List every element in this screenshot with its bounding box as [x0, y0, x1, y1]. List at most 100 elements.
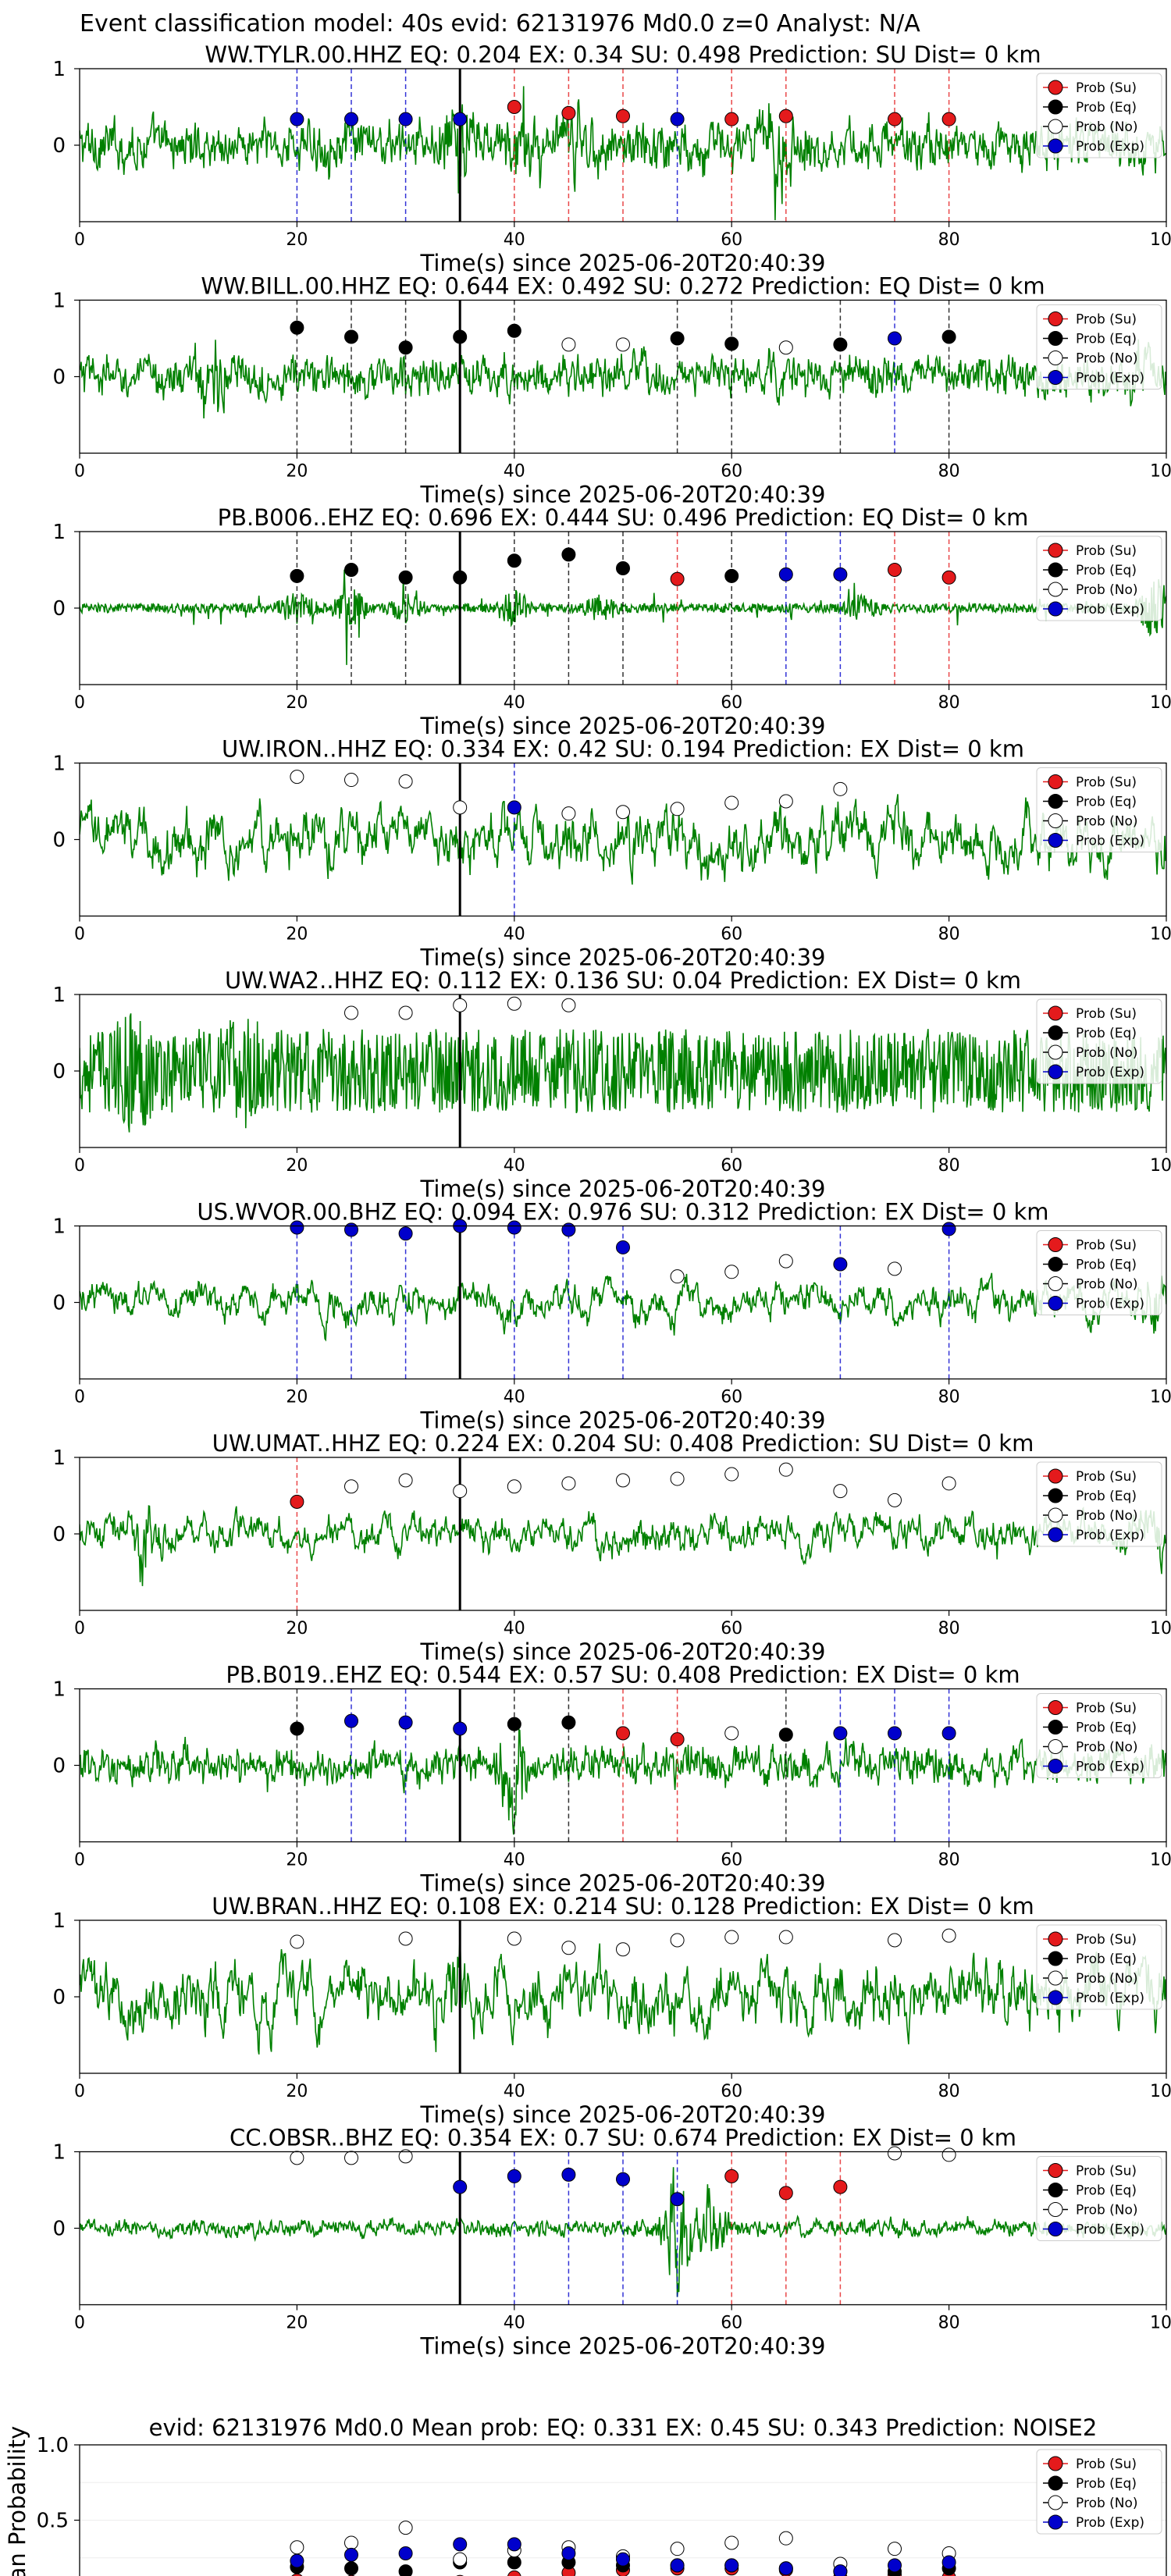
y-tick-label: 0 — [52, 1523, 66, 1546]
x-tick-label: 0 — [74, 1388, 85, 1407]
x-tick-label: 0 — [74, 462, 85, 482]
legend-marker — [1048, 1759, 1063, 1774]
prob-marker-no — [888, 1261, 902, 1276]
panel-6: UW.UMAT..HHZ EQ: 0.224 EX: 0.204 SU: 0.4… — [52, 1430, 1171, 1665]
legend-box — [1036, 1230, 1162, 1315]
prob-marker-no — [670, 802, 685, 817]
legend-marker — [1048, 1488, 1063, 1503]
prob-marker-no — [561, 998, 576, 1012]
mean-marker-no — [398, 2521, 413, 2535]
legend-marker — [1048, 2514, 1063, 2530]
prob-marker-no — [888, 2146, 902, 2161]
x-tick-label: 60 — [721, 1388, 742, 1407]
prob-marker-no — [616, 1942, 630, 1957]
x-tick-label: 80 — [938, 693, 960, 713]
prob-marker-eq — [453, 329, 468, 344]
legend-label: Prob (Eq) — [1076, 332, 1137, 347]
mean-marker-exp — [398, 2546, 413, 2560]
x-axis-label: Time(s) since 2025-06-20T20:40:39 — [420, 713, 826, 739]
prob-marker-exp — [398, 1715, 413, 1730]
x-tick-label: 20 — [286, 2082, 308, 2101]
prob-marker-su — [778, 109, 793, 123]
legend-marker — [1048, 1970, 1063, 1986]
x-tick-label: 80 — [938, 462, 960, 482]
prob-marker-no — [453, 1484, 468, 1499]
legend-label: Prob (Eq) — [1076, 1258, 1137, 1273]
x-tick-label: 40 — [504, 1619, 525, 1638]
legend-marker — [1048, 2475, 1063, 2491]
mean-marker-exp — [561, 2546, 576, 2560]
prob-marker-exp — [344, 112, 358, 126]
waveform-trace — [80, 1013, 1166, 1133]
prob-marker-su — [941, 112, 956, 126]
prob-marker-no — [724, 1467, 739, 1482]
mean-marker-exp — [616, 2552, 630, 2567]
legend-label: Prob (Exp) — [1076, 1065, 1144, 1080]
prob-marker-no — [833, 1484, 848, 1499]
x-tick-label: 0 — [74, 2314, 85, 2333]
legend-box — [1036, 1461, 1162, 1547]
waveform-trace — [80, 1728, 1166, 1835]
prob-marker-no — [290, 770, 304, 785]
legend-label: Prob (Su) — [1076, 1006, 1137, 1022]
x-tick-label: 80 — [938, 1388, 960, 1407]
legend-marker — [1048, 1257, 1063, 1272]
legend-marker — [1048, 1005, 1063, 1021]
prob-marker-su — [290, 1494, 304, 1509]
prob-marker-no — [778, 1462, 793, 1477]
x-axis-label: Time(s) since 2025-06-20T20:40:39 — [420, 1638, 826, 1665]
x-tick-label: 60 — [721, 693, 742, 713]
legend-label: Prob (No) — [1076, 2496, 1138, 2511]
prob-marker-no — [888, 1493, 902, 1507]
x-tick-label: 100 — [1150, 2082, 1171, 2101]
y-tick-label: 1 — [52, 1909, 66, 1933]
waveform-trace — [80, 794, 1166, 885]
prob-marker-exp — [941, 1222, 956, 1236]
panel-title: UW.UMAT..HHZ EQ: 0.224 EX: 0.204 SU: 0.4… — [212, 1430, 1034, 1457]
panel-title: evid: 62131976 Md0.0 Mean prob: EQ: 0.33… — [149, 2414, 1098, 2441]
mean-marker-exp — [507, 2537, 521, 2552]
legend-box — [1036, 767, 1162, 852]
prob-marker-no — [724, 1265, 739, 1279]
legend-label: Prob (Su) — [1076, 1238, 1137, 1254]
legend-marker — [1048, 582, 1063, 597]
legend-label: Prob (Su) — [1076, 1701, 1137, 1717]
y-tick-label: 0 — [52, 1060, 66, 1083]
legend-label: Prob (No) — [1076, 814, 1138, 830]
y-tick-label: 0 — [52, 366, 66, 390]
x-tick-label: 20 — [286, 462, 308, 482]
prob-marker-no — [833, 781, 848, 796]
legend-label: Prob (Eq) — [1076, 1489, 1137, 1504]
x-tick-label: 60 — [721, 230, 742, 250]
x-tick-label: 100 — [1150, 1851, 1171, 1870]
prob-marker-eq — [344, 563, 358, 577]
x-axis-label: Time(s) since 2025-06-20T20:40:39 — [420, 482, 826, 508]
legend-marker — [1048, 562, 1063, 578]
prob-marker-su — [616, 109, 630, 123]
legend-marker — [1048, 2183, 1063, 2197]
prob-marker-no — [398, 2149, 413, 2164]
prob-marker-exp — [833, 1257, 848, 1272]
legend-marker — [1048, 2163, 1063, 2178]
prob-marker-exp — [941, 1726, 956, 1741]
legend-marker — [1048, 1276, 1063, 1291]
prob-marker-su — [724, 2169, 739, 2183]
prob-marker-eq — [290, 1721, 304, 1736]
prob-marker-no — [724, 1726, 739, 1741]
mean-marker-su — [507, 2570, 521, 2576]
prob-marker-eq — [398, 570, 413, 585]
prob-marker-no — [290, 2151, 304, 2165]
panel-0: WW.TYLR.00.HHZ EQ: 0.204 EX: 0.34 SU: 0.… — [52, 41, 1171, 276]
prob-marker-su — [670, 571, 685, 586]
legend-marker — [1048, 311, 1063, 326]
x-tick-label: 100 — [1150, 1388, 1171, 1407]
y-tick-label: 1 — [52, 984, 66, 1007]
y-tick-label: 1 — [52, 1215, 66, 1239]
panel-title: UW.BRAN..HHZ EQ: 0.108 EX: 0.214 SU: 0.1… — [212, 1893, 1034, 1920]
x-tick-label: 80 — [938, 2314, 960, 2333]
prob-marker-exp — [778, 567, 793, 582]
legend: Prob (Su) Prob (Eq) Prob (No) Prob (Exp) — [1036, 1924, 1162, 2010]
legend-marker — [1048, 794, 1063, 809]
x-tick-label: 0 — [74, 1619, 85, 1638]
y-tick-label: 0.5 — [37, 2510, 69, 2533]
